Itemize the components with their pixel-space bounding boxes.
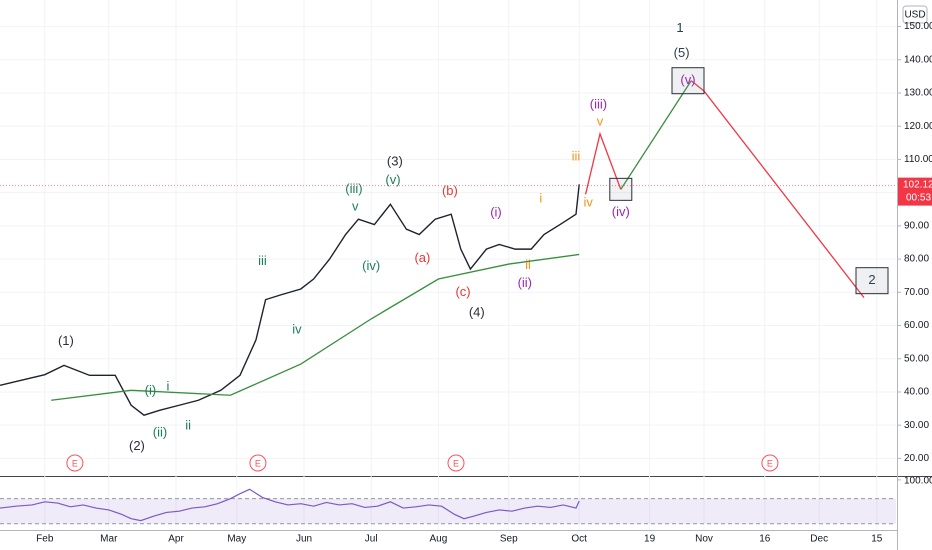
x-tick-label: Jun xyxy=(296,534,312,545)
countdown-label: 00:53 xyxy=(906,192,931,203)
currency: USD xyxy=(904,10,925,21)
wave-label: (i) xyxy=(490,205,502,220)
wave-label: (4) xyxy=(469,304,485,319)
x-tick-label: 19 xyxy=(644,534,656,545)
series-line xyxy=(584,131,622,195)
wave-label: ii xyxy=(525,257,531,272)
wave-label: iii xyxy=(258,253,267,268)
y-tick-label: 140.00 xyxy=(904,54,932,65)
wave-label: (v) xyxy=(680,72,695,87)
earnings-label: E xyxy=(453,458,459,468)
wave-label: v xyxy=(352,199,359,214)
wave-label: iii xyxy=(572,149,581,164)
series-line xyxy=(51,253,580,401)
x-tick-label: Feb xyxy=(36,534,54,545)
y-tick-label: 40.00 xyxy=(904,387,929,398)
last-price-tag xyxy=(898,177,932,206)
wave-label: (i) xyxy=(145,382,157,397)
x-tick-label: Dec xyxy=(810,534,828,545)
x-tick-label: Mar xyxy=(100,534,118,545)
wave-label: (v) xyxy=(385,172,400,187)
wave-label: 2 xyxy=(868,272,875,287)
wave-label: (iv) xyxy=(612,204,630,219)
last-price-label: 102.12 xyxy=(903,179,932,190)
x-tick-label: Aug xyxy=(430,534,448,545)
earnings-marker xyxy=(447,454,465,472)
y-tick-label: 130.00 xyxy=(904,88,932,99)
wave-label: v xyxy=(597,113,604,128)
earnings-label: E xyxy=(255,458,261,468)
rsi-band xyxy=(0,498,896,524)
wave-label: (iv) xyxy=(362,258,380,273)
wave-label: (c) xyxy=(455,284,470,299)
wave-box xyxy=(855,267,889,295)
x-tick-label: Nov xyxy=(695,534,713,545)
wave-label: (2) xyxy=(129,438,145,453)
wave-label: (5) xyxy=(674,45,690,60)
x-tick-label: Apr xyxy=(168,534,184,545)
wave-label: (iii) xyxy=(590,96,607,111)
y-tick-label: 110.00 xyxy=(904,154,932,165)
earnings-label: E xyxy=(767,458,773,468)
currency-badge[interactable] xyxy=(902,5,928,24)
y-tick-label: 80.00 xyxy=(904,254,929,265)
y-tick-label: 60.00 xyxy=(904,320,929,331)
x-tick-label: 15 xyxy=(871,534,883,545)
earnings-marker xyxy=(249,454,267,472)
y-tick-label: 120.00 xyxy=(904,121,932,132)
earnings-label: E xyxy=(72,458,78,468)
y-tick-label: 90.00 xyxy=(904,221,929,232)
wave-label: (b) xyxy=(442,183,458,198)
rsi-line xyxy=(0,488,580,522)
series-line xyxy=(0,184,580,416)
wave-box xyxy=(671,67,705,95)
y-tick-label: 70.00 xyxy=(904,287,929,298)
wave-label: i xyxy=(539,191,542,206)
x-tick-label: May xyxy=(227,534,246,545)
y-tick-label: 150.00 xyxy=(904,21,932,32)
wave-label: (1) xyxy=(58,333,74,348)
wave-label: (a) xyxy=(414,250,430,265)
series-line xyxy=(620,80,692,190)
wave-label: iv xyxy=(583,195,593,210)
wave-label: (ii) xyxy=(518,275,532,290)
wave-label: (ii) xyxy=(153,425,167,440)
earnings-marker xyxy=(761,454,779,472)
wave-label: (iii) xyxy=(345,181,362,196)
rsi-tick-label: 100.00 xyxy=(904,476,932,487)
x-tick-label: Sep xyxy=(500,534,518,545)
wave-label: 1 xyxy=(676,20,683,35)
y-tick-label: 50.00 xyxy=(904,353,929,364)
wave-label: (3) xyxy=(387,154,403,169)
earnings-marker xyxy=(66,454,84,472)
x-tick-label: Oct xyxy=(571,534,587,545)
y-tick-label: 30.00 xyxy=(904,420,929,431)
wave-label: ii xyxy=(185,418,191,433)
wave-label: iv xyxy=(292,321,302,336)
wave-label: i xyxy=(167,378,170,393)
x-tick-label: Jul xyxy=(365,534,378,545)
target-box xyxy=(609,177,633,201)
y-tick-label: 20.00 xyxy=(904,453,929,464)
x-tick-label: 16 xyxy=(759,534,771,545)
